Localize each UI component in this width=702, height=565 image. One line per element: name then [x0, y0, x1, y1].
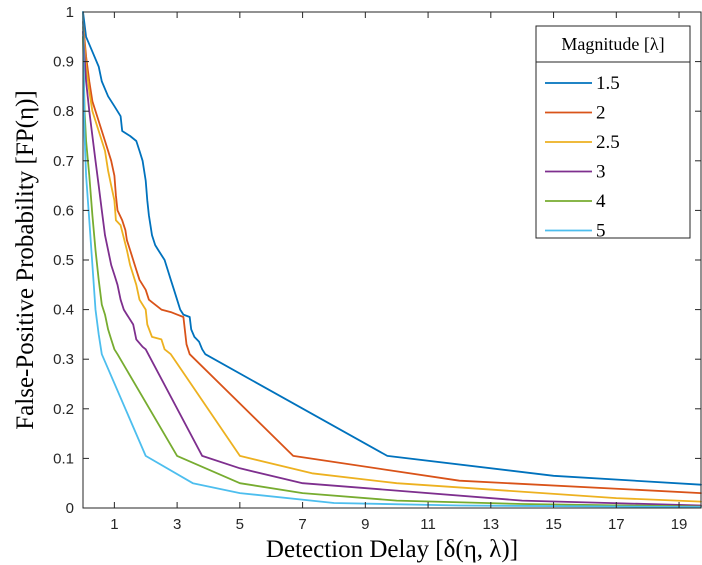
legend-label: 4: [596, 191, 606, 212]
x-tick-label: 3: [173, 516, 181, 533]
series-line-3: [82, 30, 702, 507]
x-tick-label: 5: [236, 516, 244, 533]
y-tick-label: 0: [66, 500, 74, 517]
y-tick-label: 0.9: [53, 54, 74, 71]
legend-label: 3: [596, 162, 606, 183]
y-tick-label: 0.4: [53, 302, 74, 319]
y-axis-ticks: 0 0.1 0.2 0.3 0.4 0.5 0.6 0.7 0.8 0.9 1: [53, 4, 701, 517]
series-line-5: [82, 11, 702, 508]
x-tick-label: 17: [608, 516, 625, 533]
y-tick-label: 1: [66, 4, 74, 21]
x-tick-label: 1: [110, 516, 118, 533]
x-tick-label: 11: [420, 516, 436, 533]
y-axis-title: False-Positive Probability [FP(η)]: [12, 90, 39, 429]
x-tick-label: 13: [482, 516, 499, 533]
y-tick-label: 0.3: [53, 351, 74, 368]
x-tick-label: 9: [361, 516, 369, 533]
y-tick-label: 0.8: [53, 103, 74, 120]
y-tick-label: 0.2: [53, 401, 74, 418]
y-tick-label: 0.1: [53, 450, 74, 467]
legend-label: 2.5: [596, 132, 620, 153]
series-line-2-5: [82, 26, 702, 503]
legend-box: [535, 25, 691, 239]
series-line-4: [82, 35, 702, 508]
x-axis-title: Detection Delay [δ(η, λ)]: [266, 536, 518, 563]
legend: Magnitude [λ] 1.5 2 2.5 3 4 5: [535, 25, 691, 242]
legend-label: 5: [596, 221, 606, 242]
series-layer: [82, 11, 702, 508]
x-axis-ticks: 1 3 5 7 9 11 13 15 17 19: [110, 12, 687, 533]
legend-label: 1.5: [596, 73, 620, 94]
series-line-1-5: [82, 11, 702, 486]
series-line-2: [82, 21, 702, 494]
y-tick-label: 0.5: [53, 252, 74, 269]
legend-items: 1.5 2 2.5 3 4 5: [545, 73, 620, 242]
x-tick-label: 7: [298, 516, 306, 533]
legend-title: Magnitude [λ]: [561, 34, 664, 54]
y-tick-label: 0.7: [53, 153, 74, 170]
y-tick-label: 0.6: [53, 202, 74, 219]
x-tick-label: 19: [671, 516, 688, 533]
x-tick-label: 15: [545, 516, 562, 533]
legend-label: 2: [596, 103, 606, 124]
